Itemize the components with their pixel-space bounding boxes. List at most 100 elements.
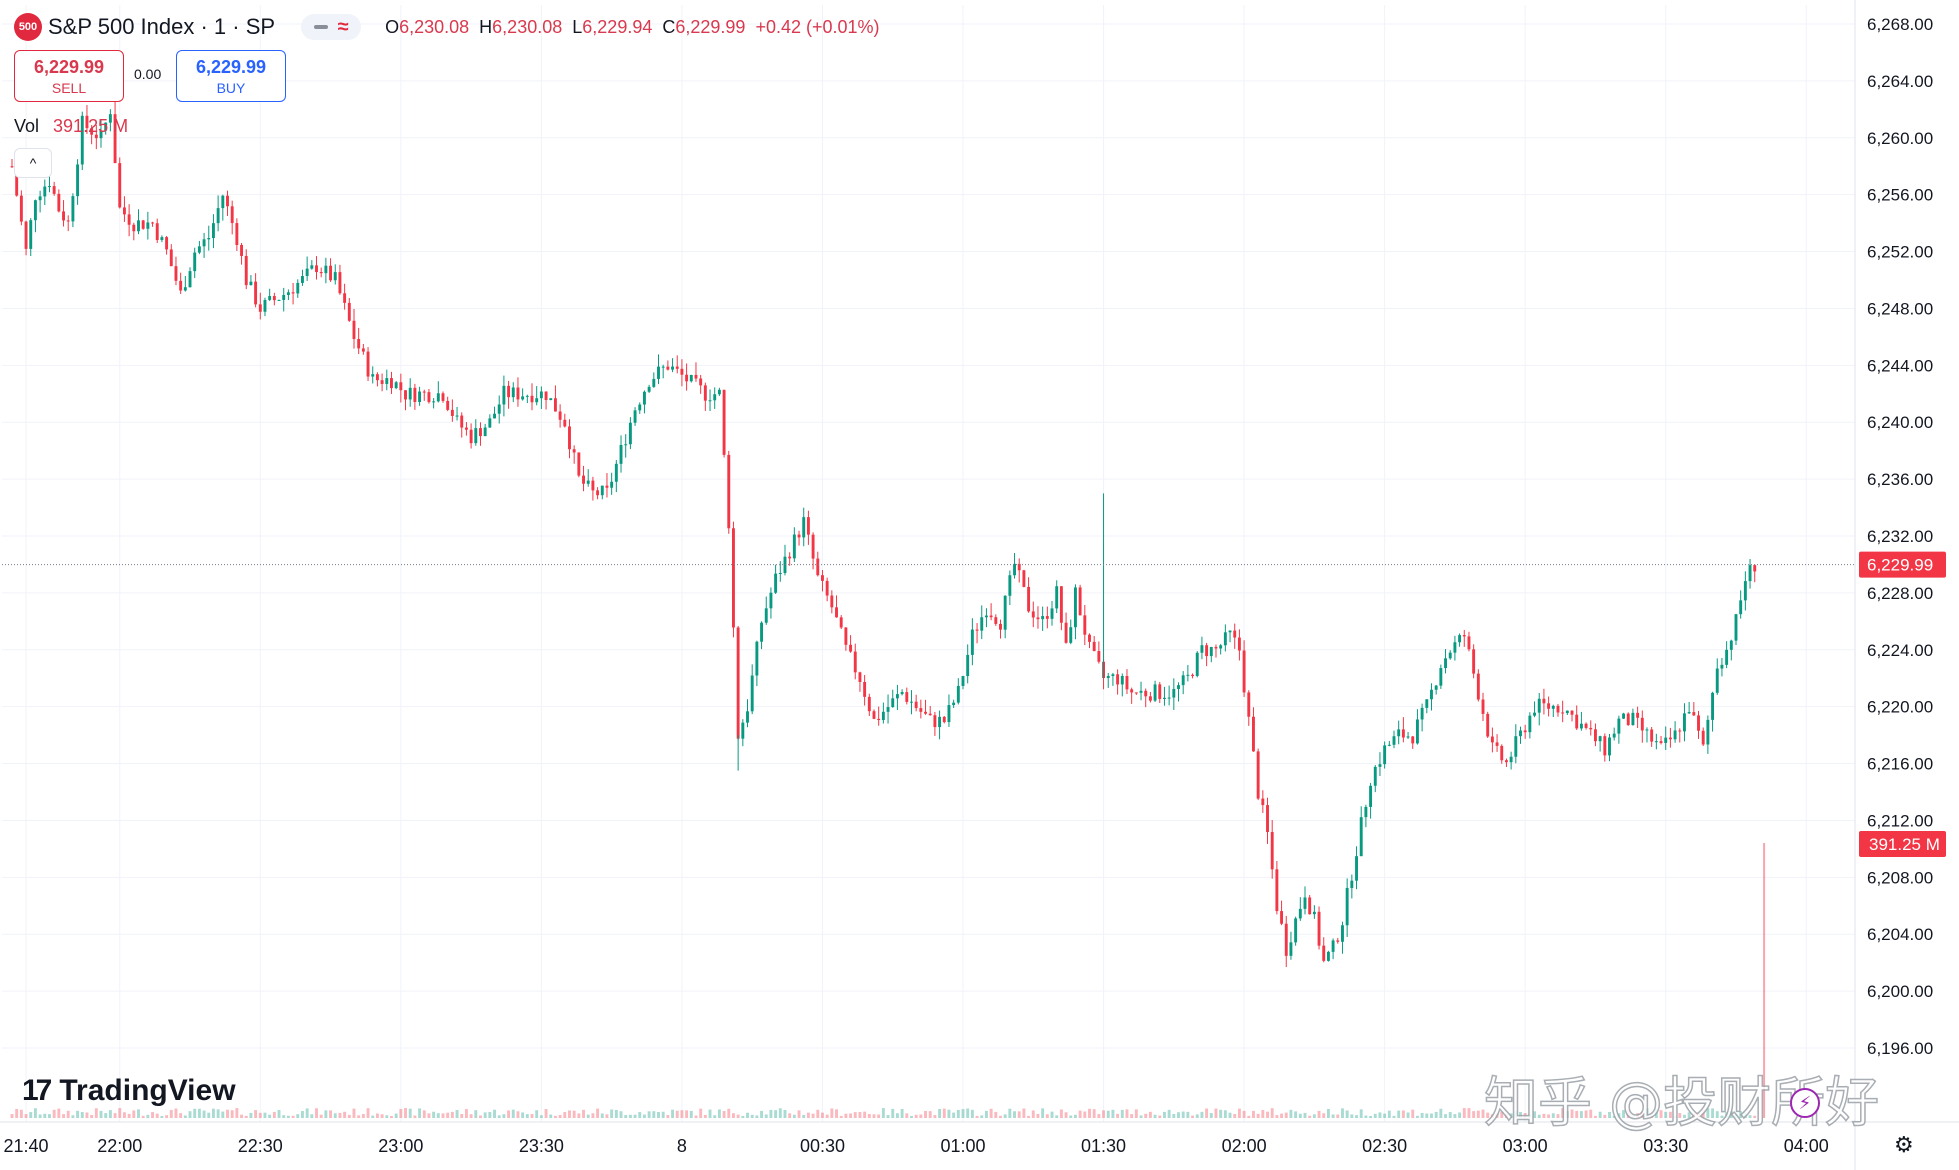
volume-bar — [1181, 1111, 1185, 1118]
volume-bar — [1144, 1113, 1148, 1118]
candle — [638, 402, 642, 414]
volume-bar — [1120, 1109, 1124, 1118]
sell-button[interactable]: 6,229.99 SELL — [14, 50, 124, 102]
candle — [1177, 682, 1180, 702]
wave-style-icon[interactable]: ≈ — [337, 16, 349, 38]
symbol-logo[interactable]: 500 — [14, 13, 42, 41]
volume-bar — [619, 1111, 623, 1118]
candle — [1715, 658, 1719, 695]
volume-bar — [188, 1111, 192, 1118]
volume-bar — [282, 1115, 286, 1118]
lightning-icon[interactable]: ⚡ — [1790, 1088, 1820, 1118]
volume-bar — [1373, 1113, 1377, 1118]
time-axis[interactable]: 21:40 22:00 22:30 23:00 23:30 8 00:30 01:00 01:3… — [4, 1136, 1829, 1156]
volume-bar — [553, 1115, 557, 1118]
volume-bar — [183, 1115, 187, 1118]
volume-label: Vol — [14, 116, 40, 136]
volume-bar — [1088, 1108, 1091, 1118]
volume-bar — [806, 1112, 810, 1118]
tradingview-logo[interactable]: 17 TradingView — [22, 1074, 236, 1108]
volume-bar — [169, 1109, 173, 1118]
volume-bars — [10, 843, 1766, 1118]
volume-bar — [1125, 1109, 1129, 1118]
chart-style-toggle[interactable]: ≈ — [301, 14, 362, 40]
candle — [174, 256, 178, 286]
volume-bar — [1191, 1115, 1195, 1118]
price-axis[interactable]: 6,268.00 6,264.00 6,260.00 6,256.00 6,252.00… — [1859, 15, 1946, 1058]
volume-bar — [1453, 1114, 1457, 1118]
volume-bar — [1636, 1113, 1640, 1118]
volume-bar — [891, 1108, 895, 1118]
volume-bar — [1092, 1109, 1096, 1118]
price-tick-label: 6,220.00 — [1867, 698, 1933, 717]
buy-button[interactable]: 6,229.99 BUY — [176, 50, 286, 102]
time-tick-label: 03:30 — [1643, 1136, 1688, 1156]
candle — [1284, 915, 1288, 968]
symbol-title[interactable]: S&P 500 Index · 1 · SP — [48, 14, 276, 39]
volume-bar — [1706, 1108, 1710, 1118]
candle — [85, 105, 89, 134]
volume-bar — [1205, 1108, 1209, 1118]
candle — [825, 577, 829, 602]
volume-bar — [549, 1114, 553, 1118]
candle — [1078, 584, 1082, 616]
candle — [1378, 752, 1382, 776]
candle — [816, 551, 820, 577]
volume-bar — [1729, 1111, 1733, 1118]
candle — [717, 387, 721, 396]
volume-bar — [57, 1108, 61, 1118]
candle — [1711, 691, 1715, 732]
open-value: 6,230.08 — [399, 16, 470, 37]
candle — [661, 364, 665, 379]
volume-bar — [535, 1110, 539, 1118]
candle — [553, 385, 557, 412]
candle — [956, 678, 960, 705]
candle — [1148, 691, 1152, 703]
chevron-up-icon: ^ — [29, 155, 37, 171]
collapse-legend-button[interactable]: ^ — [14, 148, 52, 178]
candle — [1116, 669, 1120, 695]
volume-bar — [347, 1114, 351, 1118]
volume-bar — [928, 1111, 932, 1118]
volume-bar — [1045, 1114, 1049, 1118]
candle — [1561, 700, 1565, 723]
volume-bar — [699, 1108, 703, 1118]
candle — [455, 406, 459, 421]
volume-bar — [844, 1113, 848, 1118]
candle — [179, 272, 183, 294]
line-style-icon[interactable] — [313, 25, 328, 29]
candle — [586, 469, 590, 487]
time-tick-label: 8 — [677, 1136, 687, 1156]
candle — [1322, 937, 1326, 963]
candle — [1167, 685, 1171, 706]
candle — [258, 292, 262, 320]
candle — [703, 382, 707, 411]
candle — [1448, 650, 1452, 660]
candle — [1748, 558, 1752, 589]
volume-bar — [226, 1109, 229, 1118]
candle — [511, 382, 515, 403]
volume-bar — [839, 1115, 843, 1118]
volume-bar — [1579, 1111, 1583, 1118]
candle — [568, 419, 571, 459]
volume-bar — [975, 1115, 979, 1118]
candle — [375, 372, 379, 387]
volume-bar — [1219, 1109, 1223, 1118]
candle — [1453, 635, 1457, 661]
volume-bar — [1041, 1108, 1045, 1118]
candle — [891, 689, 895, 708]
time-tick-label: 23:30 — [519, 1136, 564, 1156]
candle — [1626, 712, 1630, 726]
candle — [788, 552, 792, 566]
volume-bar — [671, 1109, 675, 1118]
volume-bar — [1626, 1109, 1630, 1118]
settings-gear-icon[interactable]: ⚙ — [1894, 1132, 1914, 1157]
candle — [731, 521, 735, 638]
candle — [272, 292, 276, 306]
volume-bar — [240, 1114, 244, 1118]
candle — [1565, 710, 1569, 716]
volume-bar — [774, 1110, 778, 1118]
volume-bar — [1486, 1112, 1490, 1118]
volume-bar — [867, 1113, 871, 1118]
